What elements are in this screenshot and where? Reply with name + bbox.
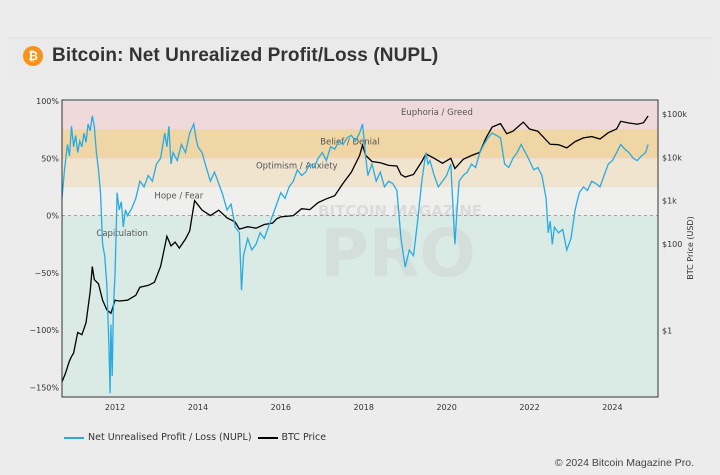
y-left-tick-label: 50%: [41, 154, 59, 163]
legend-label-price: BTC Price: [281, 432, 327, 443]
x-tick-label: 2012: [105, 403, 125, 412]
legend-swatch-price: [257, 436, 278, 439]
watermark: BITCOIN MAGAZINE PRO: [318, 202, 482, 292]
band-label: Belief / Denial: [320, 138, 379, 148]
band-hope-fear: [62, 186, 658, 216]
band-euphoria-greed: [62, 101, 658, 130]
y-right-tick-label: $1k: [662, 197, 677, 206]
x-tick-label: 2022: [519, 403, 539, 412]
legend-swatch-nupl: [64, 436, 84, 439]
y-left-tick-label: −100%: [29, 326, 59, 335]
page-title: Bitcoin: Net Unrealized Profit/Loss (NUP…: [52, 45, 439, 66]
legend-item-nupl[interactable]: Net Unrealised Profit / Loss (NUPL): [64, 432, 252, 443]
band-label: Capitulation: [96, 229, 147, 239]
y-left-tick-label: −150%: [29, 384, 59, 393]
y-left-tick-label: 100%: [36, 97, 59, 106]
band-label: Euphoria / Greed: [401, 108, 473, 118]
x-tick-label: 2016: [271, 403, 291, 412]
x-tick-label: 2018: [354, 403, 374, 412]
nupl-line: [61, 115, 649, 394]
x-tick-label: 2024: [602, 403, 622, 412]
legend-label-nupl: Net Unrealised Profit / Loss (NUPL): [88, 432, 252, 443]
watermark-line2: PRO: [320, 215, 475, 292]
band-label: Optimism / Anxiety: [256, 162, 338, 172]
plot-frame: [61, 99, 659, 398]
x-tick-label: 2020: [436, 403, 456, 412]
bitcoin-icon: ₿: [23, 46, 43, 66]
y-left-tick-label: −50%: [35, 269, 60, 278]
copyright: © 2024 Bitcoin Magazine Pro.: [554, 457, 694, 469]
y-right-tick-label: $10k: [662, 153, 682, 162]
legend: Net Unrealised Profit / Loss (NUPL) BTC …: [64, 432, 332, 443]
y-right-tick-label: $100: [662, 240, 682, 249]
legend-item-price[interactable]: BTC Price: [257, 432, 327, 443]
btc-price-line: [61, 115, 649, 383]
band-capitulation: [62, 215, 658, 397]
y-right-tick-label: $1: [662, 327, 672, 336]
band-label: Hope / Fear: [154, 191, 203, 201]
right-axis-label: BTC Price (USD): [686, 216, 695, 279]
band-optimism-anxiety: [62, 158, 658, 187]
chart-header: [8, 37, 712, 81]
y-right-tick-label: $100k: [662, 110, 687, 119]
x-tick-label: 2014: [188, 403, 208, 412]
y-left-tick-label: 0%: [46, 212, 59, 221]
